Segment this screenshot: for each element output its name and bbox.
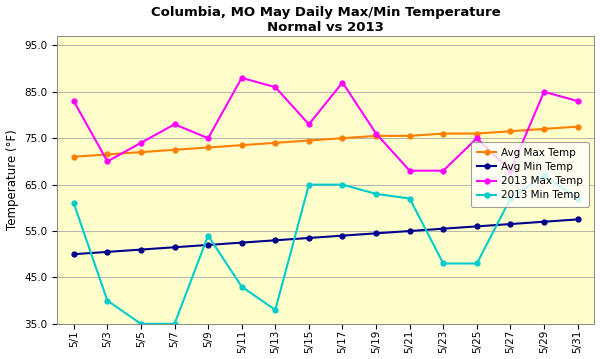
Avg Min Temp <box>137 247 145 252</box>
Avg Min Temp <box>171 245 178 250</box>
2013 Max Temp <box>272 85 279 89</box>
Line: 2013 Max Temp: 2013 Max Temp <box>71 75 580 173</box>
Avg Max Temp <box>507 129 514 134</box>
2013 Min Temp <box>507 196 514 201</box>
Avg Min Temp <box>574 217 581 222</box>
Avg Min Temp <box>305 236 313 240</box>
2013 Min Temp <box>272 308 279 312</box>
2013 Max Temp <box>104 159 111 164</box>
2013 Min Temp <box>205 233 212 238</box>
2013 Min Temp <box>137 322 145 326</box>
Avg Max Temp <box>70 155 77 159</box>
Y-axis label: Temperature (°F): Temperature (°F) <box>5 130 19 230</box>
2013 Max Temp <box>406 168 413 173</box>
Avg Max Temp <box>406 134 413 138</box>
Avg Min Temp <box>473 224 481 229</box>
Line: Avg Min Temp: Avg Min Temp <box>71 217 580 257</box>
2013 Min Temp <box>473 261 481 266</box>
Avg Max Temp <box>339 136 346 140</box>
2013 Min Temp <box>440 261 447 266</box>
2013 Min Temp <box>406 196 413 201</box>
2013 Max Temp <box>574 99 581 103</box>
2013 Min Temp <box>574 196 581 201</box>
Avg Min Temp <box>406 229 413 233</box>
Avg Max Temp <box>541 127 548 131</box>
Avg Min Temp <box>272 238 279 242</box>
2013 Max Temp <box>238 76 245 80</box>
2013 Max Temp <box>373 131 380 136</box>
Avg Max Temp <box>104 152 111 157</box>
Line: 2013 Min Temp: 2013 Min Temp <box>71 173 580 326</box>
Line: Avg Max Temp: Avg Max Temp <box>71 124 580 159</box>
2013 Min Temp <box>171 322 178 326</box>
2013 Min Temp <box>373 192 380 196</box>
2013 Min Temp <box>339 182 346 187</box>
Avg Min Temp <box>205 243 212 247</box>
2013 Max Temp <box>473 136 481 140</box>
2013 Max Temp <box>440 168 447 173</box>
Avg Max Temp <box>238 143 245 147</box>
2013 Max Temp <box>171 122 178 126</box>
Avg Max Temp <box>137 150 145 154</box>
2013 Max Temp <box>137 141 145 145</box>
Avg Min Temp <box>507 222 514 226</box>
2013 Min Temp <box>238 285 245 289</box>
Avg Min Temp <box>541 220 548 224</box>
Avg Max Temp <box>205 145 212 150</box>
2013 Min Temp <box>541 173 548 177</box>
Avg Max Temp <box>473 131 481 136</box>
2013 Max Temp <box>339 80 346 85</box>
2013 Min Temp <box>104 298 111 303</box>
Avg Min Temp <box>238 241 245 245</box>
Avg Min Temp <box>339 233 346 238</box>
2013 Max Temp <box>507 168 514 173</box>
Avg Min Temp <box>70 252 77 256</box>
2013 Min Temp <box>305 182 313 187</box>
2013 Min Temp <box>70 201 77 205</box>
Avg Min Temp <box>440 227 447 231</box>
Avg Max Temp <box>171 148 178 152</box>
Avg Max Temp <box>440 131 447 136</box>
Legend: Avg Max Temp, Avg Min Temp, 2013 Max Temp, 2013 Min Temp: Avg Max Temp, Avg Min Temp, 2013 Max Tem… <box>471 142 589 207</box>
2013 Max Temp <box>70 99 77 103</box>
Avg Max Temp <box>574 125 581 129</box>
Avg Max Temp <box>272 141 279 145</box>
Avg Max Temp <box>373 134 380 138</box>
Avg Min Temp <box>373 231 380 236</box>
2013 Max Temp <box>305 122 313 126</box>
Title: Columbia, MO May Daily Max/Min Temperature
Normal vs 2013: Columbia, MO May Daily Max/Min Temperatu… <box>151 5 500 33</box>
2013 Max Temp <box>205 136 212 140</box>
2013 Max Temp <box>541 90 548 94</box>
Avg Max Temp <box>305 138 313 143</box>
Avg Min Temp <box>104 250 111 254</box>
